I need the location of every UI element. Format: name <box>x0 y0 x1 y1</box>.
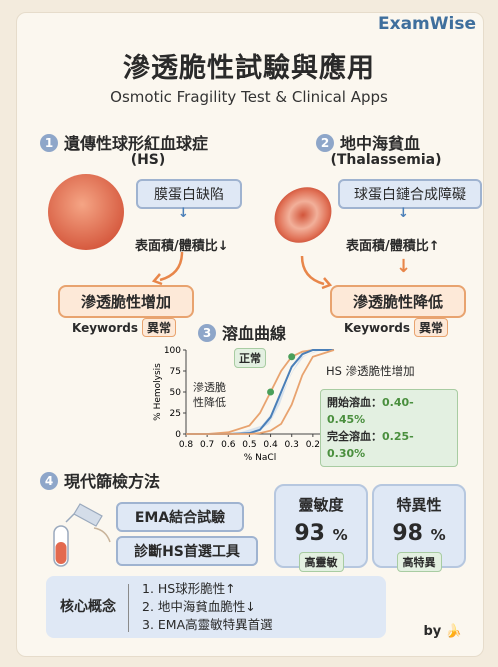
specificity-tag: 高特異 <box>396 552 442 572</box>
x-tick-label: 0.7 <box>200 440 214 450</box>
first-choice-box: 診斷HS首選工具 <box>116 536 258 566</box>
y-tick-label: 0 <box>175 430 181 440</box>
spherocyte-illustration <box>48 174 124 250</box>
thal-abbr: (Thalassemia) <box>330 152 442 168</box>
curve-title: 溶血曲線 <box>222 324 287 343</box>
complete-label: 完全溶血： <box>327 430 382 443</box>
percent-unit: % <box>430 526 446 544</box>
y-tick-label: 75 <box>170 367 181 377</box>
x-axis-label: % NaCl <box>244 453 276 463</box>
percent-unit: % <box>332 526 348 544</box>
core-point: 3. EMA高靈敏特異首選 <box>142 617 273 632</box>
number-badge: 3 <box>198 324 216 342</box>
y-axis-label: % Hemolysis <box>153 363 163 421</box>
down-arrow-icon: ↓ <box>396 256 412 277</box>
number-badge: 1 <box>40 134 58 152</box>
complete-hemolysis-marker <box>288 353 296 361</box>
curved-arrow-icon <box>151 251 184 286</box>
complete-value: 0.25-0.30% <box>327 430 414 460</box>
number-badge: 4 <box>40 472 58 490</box>
core-point: 2. 地中海貧血脆性↓ <box>142 599 256 614</box>
series-line-2 <box>186 349 335 435</box>
x-tick-label: 0.8 <box>179 440 194 450</box>
ema-test-box: EMA結合試驗 <box>116 502 244 532</box>
core-point: 1. HS球形脆性↑ <box>142 581 236 596</box>
down-arrow-icon: ↓ <box>178 206 189 221</box>
author-signature: by 🍌 <box>424 624 463 639</box>
hs-keywords: Keywords 異常 <box>72 318 177 337</box>
thal-defect-box: 球蛋白鏈合成障礙 <box>338 179 482 209</box>
specificity-card: 特異性 98 % 高特異 <box>372 484 466 572</box>
thal-keywords: Keywords 異常 <box>344 318 449 337</box>
sensitivity-tag: 高靈敏 <box>298 552 344 572</box>
x-tick-label: 0.6 <box>221 440 236 450</box>
start-hemolysis-row: 開始溶血：0.40-0.45% <box>327 394 451 428</box>
core-concepts-box: 核心概念 1. HS球形脆性↑ 2. 地中海貧血脆性↓ 3. EMA高靈敏特異首… <box>46 576 386 638</box>
curve-heading: 3 溶血曲線 <box>198 320 286 344</box>
x-tick-label: 0.2 <box>306 440 320 450</box>
hs-title: 遺傳性球形紅血球症 <box>64 134 209 153</box>
keywords-label: Keywords <box>72 321 139 335</box>
banana-icon: 🍌 <box>445 624 462 639</box>
test-tube-icon <box>53 503 111 567</box>
screen-heading: 4 現代篩檢方法 <box>40 468 160 492</box>
hs-defect-box: 膜蛋白缺陷 <box>136 179 242 209</box>
thal-result-box: 滲透脆性降低 <box>330 285 466 318</box>
by-label: by <box>423 624 442 639</box>
hemolysis-range-note: 開始溶血：0.40-0.45% 完全溶血：0.25-0.30% <box>320 389 458 467</box>
keywords-label: Keywords <box>344 321 411 335</box>
specificity-number: 98 <box>392 521 423 546</box>
page-title: 滲透脆性試驗與應用 <box>123 53 375 84</box>
x-tick-label: 0.4 <box>263 440 278 450</box>
sensitivity-value: 93 % <box>276 521 366 546</box>
hs-increased-label: HS 滲透脆性增加 <box>326 364 415 378</box>
screen-title: 現代篩檢方法 <box>64 472 161 491</box>
hs-result-box: 滲透脆性增加 <box>58 285 194 318</box>
start-hemolysis-marker <box>267 388 275 396</box>
thal-ratio: 表面積/體積比↑ <box>346 239 440 254</box>
specificity-label: 特異性 <box>396 496 442 514</box>
keywords-tag: 異常 <box>142 318 177 337</box>
keywords-tag: 異常 <box>414 318 449 337</box>
curved-arrow-icon <box>300 255 333 290</box>
normal-label: 正常 <box>234 348 266 368</box>
hs-abbr: (HS) <box>130 152 166 168</box>
decreased-fragility-label: 滲透脆 性降低 <box>193 381 226 409</box>
divider <box>128 584 129 632</box>
thal-heading: 2 地中海貧血 <box>316 130 420 154</box>
sensitivity-number: 93 <box>294 521 325 546</box>
brand-logo: ExamWise <box>378 14 476 34</box>
down-arrow-icon: ↓ <box>398 206 409 221</box>
sensitivity-label: 靈敏度 <box>298 496 344 514</box>
y-tick-label: 50 <box>170 388 182 398</box>
number-badge: 2 <box>316 134 334 152</box>
core-title: 核心概念 <box>60 599 116 615</box>
specificity-value: 98 % <box>374 521 464 546</box>
sensitivity-card: 靈敏度 93 % 高靈敏 <box>274 484 368 572</box>
page-subtitle: Osmotic Fragility Test & Clinical Apps <box>110 88 388 106</box>
x-tick-label: 0.3 <box>285 440 299 450</box>
thal-title: 地中海貧血 <box>340 134 421 153</box>
x-tick-label: 0.5 <box>242 440 256 450</box>
complete-hemolysis-row: 完全溶血：0.25-0.30% <box>327 428 451 462</box>
target-cell-illustration <box>274 187 332 243</box>
hs-ratio: 表面積/體積比↓ <box>135 239 229 254</box>
start-label: 開始溶血： <box>327 396 382 409</box>
hs-heading: 1 遺傳性球形紅血球症 <box>40 130 208 154</box>
y-tick-label: 25 <box>170 409 181 419</box>
start-value: 0.40-0.45% <box>327 396 414 426</box>
core-points: 1. HS球形脆性↑ 2. 地中海貧血脆性↓ 3. EMA高靈敏特異首選 <box>142 580 273 634</box>
y-tick-label: 100 <box>164 346 181 356</box>
